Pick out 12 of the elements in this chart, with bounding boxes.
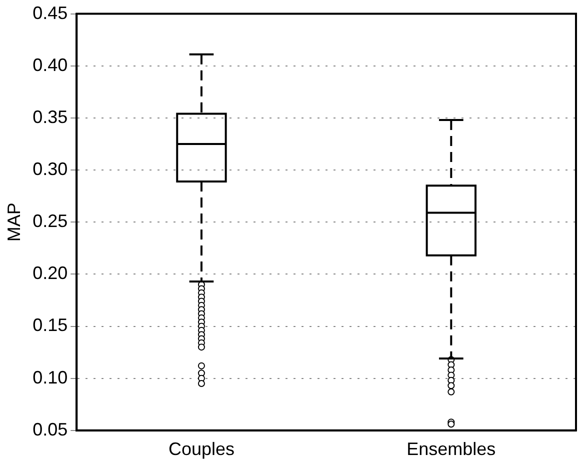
y-tick-label: 0.30 — [32, 158, 68, 179]
y-tick-label: 0.05 — [32, 419, 68, 440]
x-tick-label: Couples — [168, 439, 234, 460]
y-tick-label: 0.15 — [32, 315, 68, 336]
y-tick-label: 0.10 — [32, 367, 68, 388]
y-tick-label: 0.20 — [32, 263, 68, 284]
y-tick-label: 0.35 — [32, 106, 68, 127]
y-tick-label: 0.45 — [32, 2, 68, 23]
y-axis-title: MAP — [4, 202, 24, 242]
x-tick-label: Ensembles — [406, 439, 496, 460]
y-tick-label: 0.25 — [32, 211, 68, 232]
y-tick-label: 0.40 — [32, 54, 68, 75]
